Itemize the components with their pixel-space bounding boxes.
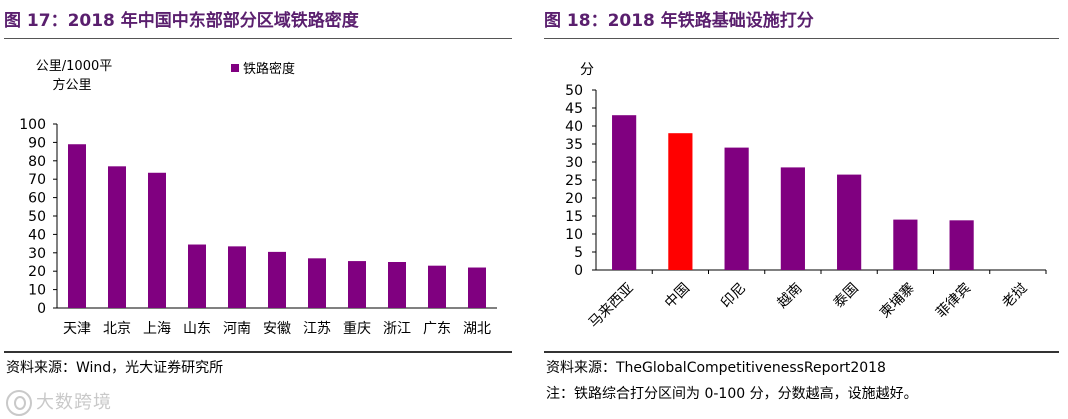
y-axis-label-line-1: 公里/1000平 <box>36 59 112 74</box>
y-tick-label: 35 <box>565 137 583 153</box>
x-tick-label: 安徽 <box>263 321 291 337</box>
y-tick-label: 100 <box>19 117 46 133</box>
x-tick-label: 山东 <box>183 321 211 337</box>
x-tick-label: 湖北 <box>463 321 491 337</box>
figure-18-source: 资料来源：TheGlobalCompetitivenessReport2018 <box>546 360 886 376</box>
x-tick-label: 越南 <box>774 280 805 311</box>
x-tick-label: 河南 <box>223 321 251 337</box>
figure-18-title: 图 18：2018 年铁路基础设施打分 <box>544 11 814 31</box>
x-tick-label: 柬埔寨 <box>876 280 918 322</box>
y-axis-label: 分 <box>580 62 594 78</box>
figure-18-panel: 图 18：2018 年铁路基础设施打分 分 0 5 10 15 20 25 30 35 40 45 5… <box>540 0 1068 419</box>
bar <box>108 166 126 308</box>
bar <box>268 251 286 308</box>
y-tick-label: 40 <box>28 227 46 243</box>
figure-17-source: 资料来源：Wind，光大证券研究所 <box>6 360 224 376</box>
y-tick-label: 40 <box>565 119 583 135</box>
x-tick-label: 泰国 <box>831 280 862 311</box>
y-tick-label: 30 <box>565 155 583 171</box>
figure-17-panel: 图 17：2018 年中国中东部部分区域铁路密度 公里/1000平 方公里 铁路密度… <box>0 0 515 419</box>
rail-infrastructure-score-chart: 分 0 5 10 15 20 25 30 35 40 45 50 马来西亚 中国 印尼 越南 泰国 柬埔寨 菲律宾老… <box>565 62 1047 331</box>
y-tick-label: 45 <box>565 101 583 117</box>
y-tick-label: 50 <box>565 83 583 99</box>
x-tick-label: 江苏 <box>303 321 331 337</box>
y-tick-label: 5 <box>574 245 583 261</box>
bar <box>228 246 246 308</box>
watermark: 大数跨境 <box>6 388 112 416</box>
legend-swatch <box>231 64 239 72</box>
y-tick-label: 0 <box>37 301 46 317</box>
bar <box>428 265 446 308</box>
y-tick-label: 70 <box>28 172 46 188</box>
bar <box>348 261 366 308</box>
y-tick-label: 10 <box>28 283 46 299</box>
y-tick-label: 60 <box>28 191 46 207</box>
y-tick-label: 30 <box>28 246 46 262</box>
x-tick-label: 马来西亚 <box>586 280 637 331</box>
bar <box>68 144 86 308</box>
figure-17-title: 图 17：2018 年中国中东部部分区域铁路密度 <box>4 11 359 31</box>
y-tick-label: 20 <box>28 264 46 280</box>
legend-label: 铁路密度 <box>243 61 295 77</box>
y-tick-label: 25 <box>565 173 583 189</box>
bar <box>468 267 486 308</box>
x-tick-label: 印尼 <box>718 280 749 311</box>
rail-density-chart: 公里/1000平方公里 铁路密度 0 10 20 30 40 50 60 70 80 90 100 天津北… <box>19 59 497 337</box>
x-tick-label: 重庆 <box>343 321 371 337</box>
bar <box>308 258 326 308</box>
x-tick-label: 广东 <box>423 321 451 337</box>
y-tick-label: 10 <box>565 227 583 243</box>
bar <box>148 172 166 308</box>
figure-18-note: 注：铁路综合打分区间为 0-100 分，分数越高，设施越好。 <box>546 386 918 402</box>
x-tick-label: 老挝 <box>999 280 1030 311</box>
bar <box>668 133 693 270</box>
y-tick-label: 80 <box>28 154 46 170</box>
bar <box>724 147 749 270</box>
bar <box>780 167 805 270</box>
y-tick-label: 0 <box>574 263 583 279</box>
y-tick-label: 20 <box>565 191 583 207</box>
bar <box>893 219 918 270</box>
y-tick-label: 15 <box>565 209 583 225</box>
x-tick-label: 天津 <box>63 321 91 337</box>
x-tick-label: 上海 <box>143 321 171 337</box>
bar <box>612 115 637 270</box>
y-axis-label-line-2: 方公里 <box>52 77 91 93</box>
y-tick-label: 50 <box>28 209 46 225</box>
figure-17-bottom-rule <box>4 351 512 353</box>
bar <box>388 262 406 308</box>
bar <box>837 174 862 270</box>
figure-18-bottom-rule <box>544 351 1059 353</box>
watermark-logo-icon <box>6 390 32 416</box>
figure-17-top-rule <box>4 38 512 39</box>
x-tick-label: 浙江 <box>383 321 411 337</box>
bar <box>949 220 974 270</box>
x-tick-label: 北京 <box>103 321 131 337</box>
bar <box>188 244 206 308</box>
figure-18-top-rule <box>544 38 1059 39</box>
watermark-text: 大数跨境 <box>36 392 112 413</box>
x-tick-label: 菲律宾 <box>933 280 974 321</box>
y-tick-label: 90 <box>28 135 46 151</box>
x-tick-label: 中国 <box>662 280 693 311</box>
